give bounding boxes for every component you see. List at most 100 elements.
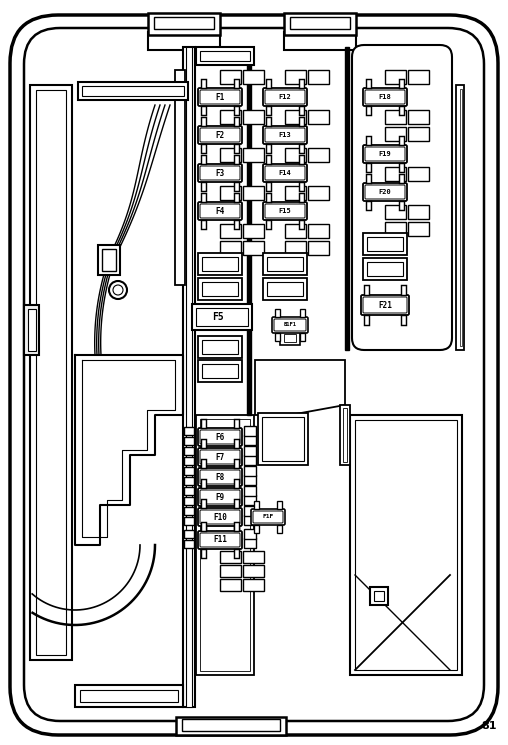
Bar: [370, 587, 388, 605]
FancyBboxPatch shape: [198, 126, 242, 144]
Bar: [266, 79, 271, 88]
Bar: [82, 86, 184, 96]
Bar: [408, 70, 429, 84]
Bar: [201, 499, 206, 508]
Bar: [24, 305, 39, 355]
FancyBboxPatch shape: [365, 147, 405, 161]
Bar: [201, 117, 206, 126]
Bar: [183, 47, 195, 707]
FancyBboxPatch shape: [361, 295, 409, 315]
Bar: [196, 47, 254, 65]
FancyBboxPatch shape: [272, 317, 308, 333]
FancyBboxPatch shape: [363, 88, 407, 106]
Bar: [201, 479, 206, 488]
Bar: [363, 233, 407, 255]
Bar: [234, 466, 239, 475]
Bar: [284, 32, 356, 50]
Bar: [243, 551, 264, 563]
Bar: [184, 530, 194, 538]
Bar: [275, 333, 280, 341]
Bar: [244, 426, 256, 436]
Bar: [266, 117, 271, 126]
Bar: [176, 717, 286, 735]
Bar: [192, 304, 252, 330]
Bar: [366, 201, 371, 210]
FancyBboxPatch shape: [200, 510, 240, 524]
Bar: [399, 174, 404, 183]
Text: F6: F6: [215, 433, 225, 442]
Text: F21: F21: [378, 300, 392, 309]
Bar: [366, 79, 371, 88]
Bar: [299, 106, 304, 115]
Text: F3: F3: [215, 168, 225, 177]
Bar: [201, 193, 206, 202]
Bar: [366, 106, 371, 115]
FancyBboxPatch shape: [200, 430, 240, 444]
Bar: [275, 309, 280, 317]
Bar: [234, 106, 239, 115]
Bar: [408, 167, 429, 181]
Bar: [385, 110, 406, 124]
Bar: [234, 193, 239, 202]
Bar: [175, 70, 185, 285]
FancyBboxPatch shape: [200, 166, 240, 180]
Bar: [78, 82, 188, 100]
FancyBboxPatch shape: [265, 90, 305, 104]
Bar: [284, 13, 356, 35]
Bar: [340, 405, 350, 465]
Bar: [201, 79, 206, 88]
Bar: [184, 457, 194, 465]
Bar: [284, 334, 296, 342]
Bar: [220, 186, 241, 200]
FancyBboxPatch shape: [363, 183, 407, 201]
Bar: [148, 13, 220, 35]
Bar: [385, 127, 406, 141]
FancyBboxPatch shape: [10, 15, 498, 735]
FancyBboxPatch shape: [200, 490, 240, 504]
FancyBboxPatch shape: [263, 202, 307, 220]
Bar: [364, 285, 369, 295]
FancyBboxPatch shape: [365, 90, 405, 104]
Bar: [408, 110, 429, 124]
Text: F1: F1: [215, 92, 225, 101]
Bar: [201, 446, 206, 455]
Bar: [234, 439, 239, 448]
FancyBboxPatch shape: [198, 508, 242, 526]
Bar: [196, 308, 248, 326]
Bar: [244, 529, 256, 539]
Bar: [234, 79, 239, 88]
FancyBboxPatch shape: [24, 28, 484, 721]
Bar: [244, 515, 256, 525]
Bar: [234, 117, 239, 126]
Bar: [220, 565, 241, 577]
Bar: [234, 182, 239, 191]
Bar: [299, 182, 304, 191]
FancyBboxPatch shape: [198, 468, 242, 486]
Text: 81: 81: [482, 721, 497, 731]
Bar: [102, 249, 116, 271]
Bar: [243, 148, 264, 162]
Bar: [267, 257, 303, 271]
FancyBboxPatch shape: [200, 90, 240, 104]
Bar: [277, 501, 282, 509]
Text: F2: F2: [215, 130, 225, 139]
Bar: [234, 419, 239, 428]
Bar: [244, 475, 256, 485]
FancyBboxPatch shape: [265, 128, 305, 142]
Bar: [202, 340, 238, 354]
Text: F1F: F1F: [262, 515, 274, 519]
Bar: [244, 538, 256, 548]
Bar: [201, 486, 206, 495]
Bar: [244, 435, 256, 445]
Bar: [184, 427, 194, 435]
Bar: [399, 79, 404, 88]
Bar: [201, 155, 206, 164]
Bar: [308, 224, 329, 238]
Bar: [234, 459, 239, 468]
FancyBboxPatch shape: [200, 450, 240, 464]
Bar: [345, 47, 349, 350]
Bar: [198, 278, 242, 300]
Bar: [243, 579, 264, 591]
Bar: [244, 466, 256, 476]
Bar: [186, 47, 192, 707]
